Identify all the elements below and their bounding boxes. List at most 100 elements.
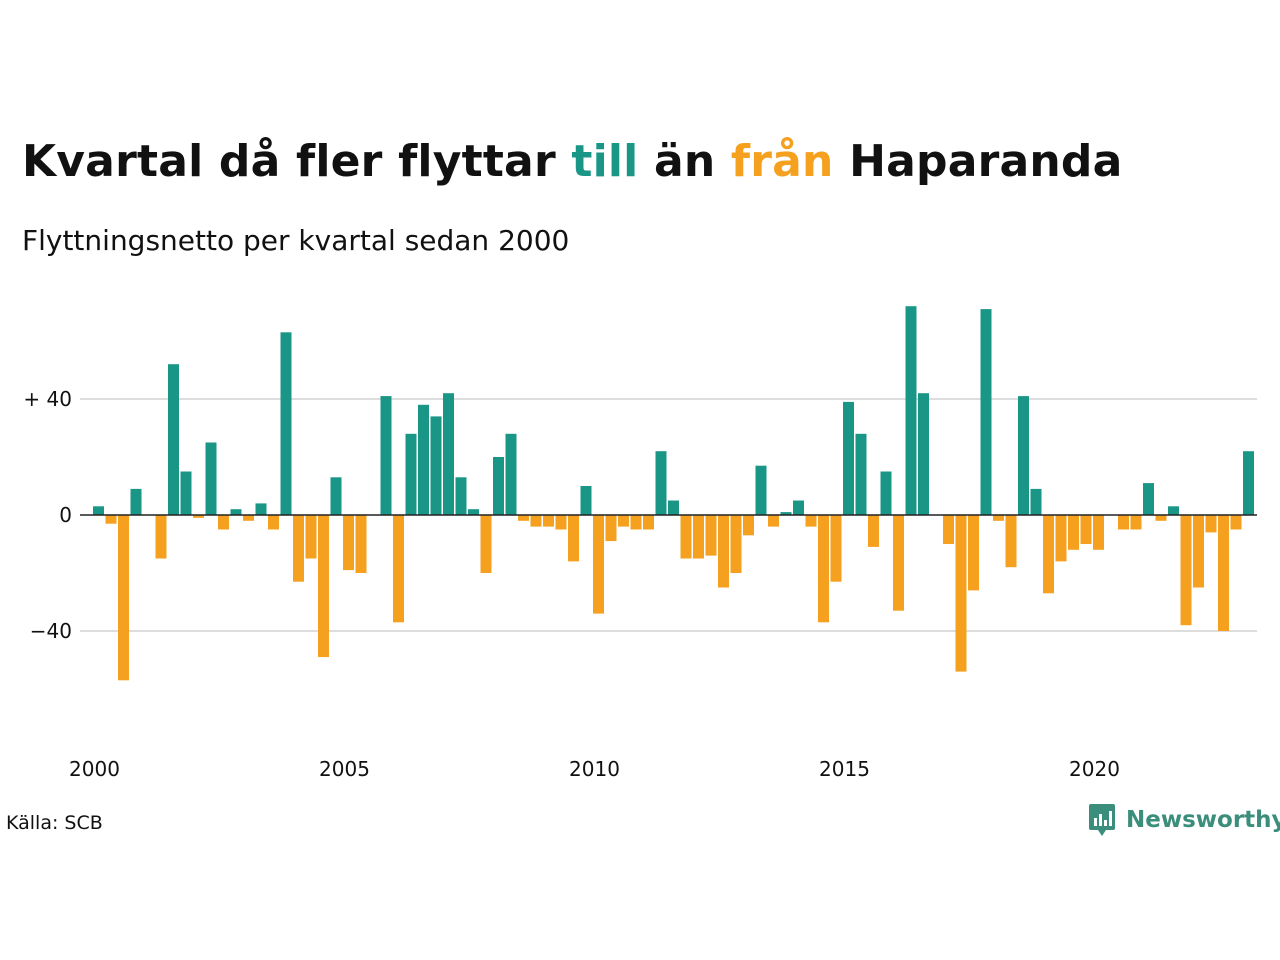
bar (1243, 451, 1254, 515)
bar (918, 393, 929, 515)
bar (718, 515, 729, 588)
bar (993, 515, 1004, 521)
bar (405, 433, 417, 515)
bar (630, 515, 642, 530)
bar (330, 477, 342, 515)
bar (1068, 515, 1079, 550)
bar (568, 515, 579, 562)
bar (1193, 515, 1204, 588)
bar (443, 393, 454, 515)
bar (655, 451, 667, 515)
bar (355, 515, 367, 573)
bar (468, 509, 479, 515)
x-tick-label: 2015 (819, 757, 870, 781)
bar (205, 442, 217, 515)
bar (530, 515, 542, 527)
bar (1118, 515, 1129, 530)
title-part-1: Kvartal då fler flyttar (22, 136, 572, 187)
bar (955, 515, 967, 672)
bar (543, 515, 554, 527)
bar (618, 515, 629, 527)
bar (1155, 515, 1167, 521)
bar (668, 500, 679, 515)
bar (393, 515, 404, 623)
bar (230, 509, 242, 515)
bar (818, 515, 829, 623)
bar (305, 515, 317, 559)
bars (93, 306, 1254, 681)
gridlines (80, 398, 1257, 632)
bar (1080, 515, 1092, 544)
bar (480, 515, 492, 573)
bar (743, 515, 754, 536)
chart-title: Kvartal då fler flyttar till än från Hap… (22, 136, 1123, 187)
bar (1030, 488, 1042, 515)
brand-name: Newsworthy (1126, 807, 1280, 833)
bar (555, 515, 567, 530)
bar (768, 515, 779, 527)
bar (1168, 506, 1179, 515)
bar (855, 433, 867, 515)
bar (168, 364, 179, 515)
bar (130, 488, 142, 515)
bar-chart: + 40 0 −40 2000 2005 2010 2015 2020 (23, 306, 1257, 781)
bar (268, 515, 279, 530)
x-tick-label: 2020 (1069, 757, 1120, 781)
title-part-till: till (571, 136, 639, 187)
bar (418, 404, 429, 515)
bar (318, 515, 329, 658)
bar (793, 500, 804, 515)
bar (943, 515, 954, 544)
bar (1055, 515, 1067, 562)
title-part-3: än (638, 136, 731, 187)
source-note: Källa: SCB (6, 812, 103, 834)
x-tick-label: 2010 (569, 757, 620, 781)
bar (193, 515, 204, 518)
x-tick-label: 2000 (69, 757, 120, 781)
bar (1005, 515, 1017, 568)
bar (705, 515, 717, 556)
bar (430, 416, 442, 515)
bar (380, 396, 392, 515)
bar (1018, 396, 1029, 515)
bar (493, 457, 504, 515)
y-tick-label: 0 (59, 503, 72, 527)
bar (780, 512, 792, 515)
bar (843, 401, 854, 515)
bar (730, 515, 742, 573)
bar (605, 515, 617, 542)
newsworthy-bar-chart-logo-icon (1089, 804, 1115, 836)
bar (643, 515, 654, 530)
brand-logo-link[interactable]: Newsworthy (1088, 803, 1280, 837)
bar (980, 309, 992, 515)
chart-subtitle: Flyttningsnetto per kvartal sedan 2000 (22, 224, 570, 257)
bar (1043, 515, 1054, 594)
bar (593, 515, 604, 614)
bar (893, 515, 904, 611)
axes: + 40 0 −40 2000 2005 2010 2015 2020 (23, 387, 1257, 781)
bar (693, 515, 704, 559)
bar (830, 515, 842, 582)
bar (868, 515, 879, 547)
title-part-5: Haparanda (833, 136, 1123, 187)
y-tick-label: −40 (30, 619, 72, 643)
title-part-fran: från (730, 136, 834, 187)
bar (1205, 515, 1217, 533)
bar (968, 515, 979, 591)
bar (105, 515, 117, 524)
bar (680, 515, 692, 559)
bar (505, 433, 517, 515)
bar (1180, 515, 1192, 626)
bar (1130, 515, 1142, 530)
bar (1218, 515, 1229, 631)
bar (580, 486, 592, 515)
y-tick-label: + 40 (23, 387, 72, 411)
bar (905, 306, 917, 515)
bar (255, 503, 267, 515)
bar (155, 515, 167, 559)
bar (218, 515, 229, 530)
x-tick-label: 2005 (319, 757, 370, 781)
bar (518, 515, 529, 521)
bar (93, 506, 104, 515)
bar (118, 515, 129, 681)
